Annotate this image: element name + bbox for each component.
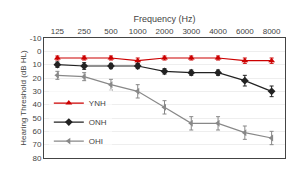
svg-text:50: 50: [32, 114, 41, 123]
svg-text:70: 70: [32, 140, 41, 149]
svg-text:2000: 2000: [156, 27, 174, 36]
svg-text:ONH: ONH: [89, 118, 107, 127]
svg-text:Hearing Threshold (dB HL): Hearing Threshold (dB HL): [19, 50, 28, 146]
svg-text:Frequency (Hz): Frequency (Hz): [133, 14, 195, 24]
svg-text:125: 125: [51, 27, 65, 36]
svg-text:8000: 8000: [263, 27, 281, 36]
svg-text:3000: 3000: [182, 27, 200, 36]
svg-text:250: 250: [77, 27, 91, 36]
svg-text:10: 10: [32, 60, 41, 69]
svg-text:30: 30: [32, 87, 41, 96]
svg-text:0: 0: [37, 47, 42, 56]
svg-text:OHI: OHI: [89, 137, 103, 146]
svg-text:YNH: YNH: [89, 99, 106, 108]
svg-text:20: 20: [32, 74, 41, 83]
svg-text:500: 500: [104, 27, 118, 36]
svg-text:40: 40: [32, 100, 41, 109]
svg-text:1000: 1000: [129, 27, 147, 36]
svg-text:80: 80: [32, 154, 41, 163]
svg-text:4000: 4000: [209, 27, 227, 36]
svg-text:6000: 6000: [236, 27, 254, 36]
svg-text:-10: -10: [30, 34, 42, 43]
svg-text:60: 60: [32, 127, 41, 136]
